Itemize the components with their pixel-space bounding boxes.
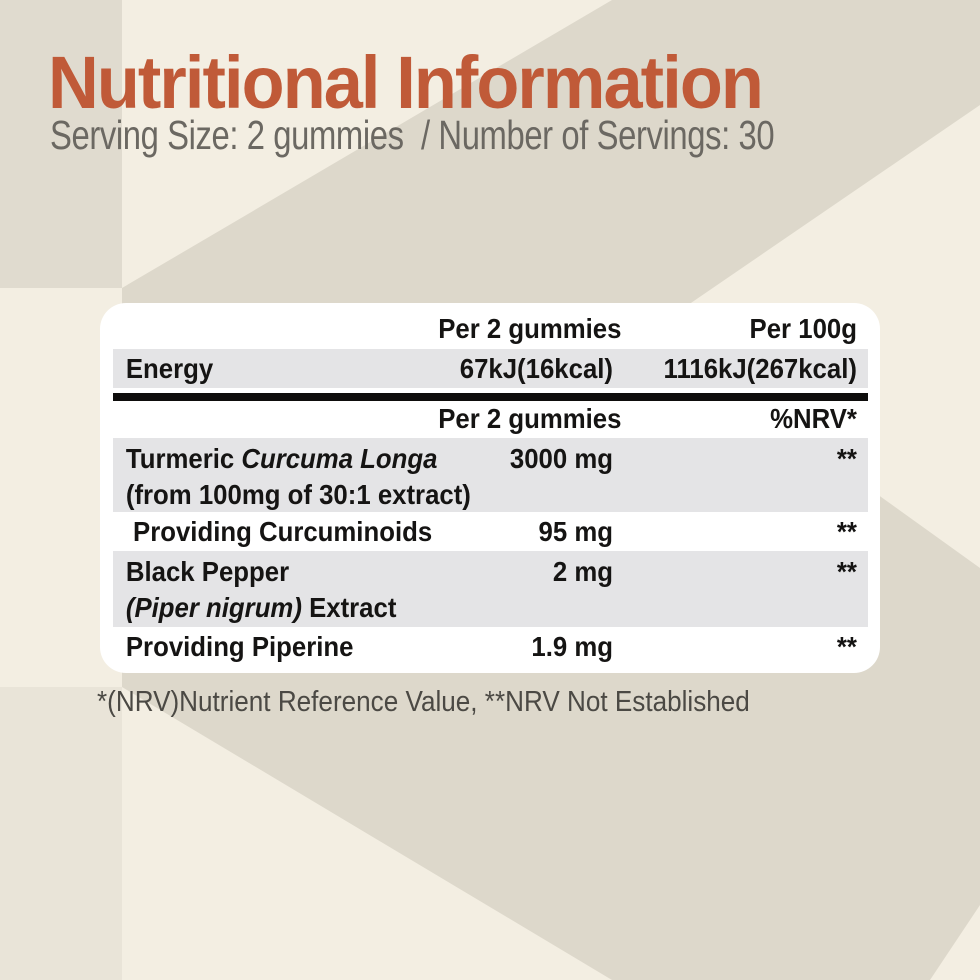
- black-pepper-amount: 2 mg: [552, 555, 613, 587]
- energy-label: Energy: [125, 352, 214, 384]
- per-100g-header: Per 100g: [749, 313, 857, 344]
- piperine-nrv: **: [836, 631, 857, 662]
- page-title: Nutritional Information: [48, 41, 764, 124]
- turmeric-amount: 3000 mg: [509, 442, 613, 474]
- piperine-label: Providing Piperine: [125, 631, 354, 662]
- nutrient-header-row: Per 2 gummies %NRV*: [113, 401, 868, 438]
- table-row-piperine: Providing Piperine 1.9 mg **: [113, 627, 868, 667]
- energy-per-serving-value: 67kJ(16kcal): [459, 352, 613, 384]
- curcuminoids-label: Providing Curcuminoids: [125, 515, 433, 547]
- black-pepper-extract-text: Extract: [301, 592, 397, 623]
- energy-per-100g-value: 1116kJ(267kcal): [663, 352, 857, 384]
- per-serving-header: Per 2 gummies: [438, 313, 622, 344]
- turmeric-latin-name: Curcuma Longa: [241, 442, 438, 474]
- energy-header-row: Per 2 gummies Per 100g: [113, 309, 868, 349]
- black-pepper-nrv: **: [836, 555, 857, 587]
- table-row-curcuminoids: Providing Curcuminoids 95 mg **: [113, 512, 868, 551]
- black-pepper-latin-line: (Piper nigrum) Extract: [113, 590, 808, 626]
- turmeric-label-text: Turmeric: [125, 442, 242, 474]
- curcuminoids-amount: 95 mg: [538, 515, 613, 547]
- left-strip-bottom: [0, 687, 122, 980]
- curcuminoids-nrv: **: [836, 515, 857, 547]
- nutrient-per-serving-header: Per 2 gummies: [438, 403, 622, 434]
- turmeric-extract-note: (from 100mg of 30:1 extract): [125, 479, 471, 510]
- black-pepper-latin-name: (Piper nigrum): [125, 592, 302, 623]
- left-strip-top: [0, 0, 122, 288]
- piperine-amount: 1.9 mg: [531, 631, 613, 662]
- nutrition-panel: Per 2 gummies Per 100g Energy 67kJ(16kca…: [100, 303, 880, 673]
- serving-info: Serving Size: 2 gummies / Number of Serv…: [50, 112, 775, 158]
- table-row-black-pepper: Black Pepper 2 mg ** (Piper nigrum) Extr…: [113, 551, 868, 627]
- table-row-energy: Energy 67kJ(16kcal) 1116kJ(267kcal): [113, 349, 868, 388]
- black-pepper-line1: Black Pepper 2 mg **: [113, 553, 868, 590]
- table-row-turmeric: Turmeric Curcuma Longa 3000 mg ** (from …: [113, 438, 868, 512]
- turmeric-line1: Turmeric Curcuma Longa 3000 mg **: [113, 440, 868, 477]
- black-pepper-label: Black Pepper: [125, 555, 290, 587]
- nrv-header: %NRV*: [770, 403, 857, 434]
- turmeric-label: Turmeric Curcuma Longa: [113, 442, 438, 475]
- section-divider: [113, 393, 868, 401]
- turmeric-nrv: **: [836, 442, 857, 474]
- nrv-footnote: *(NRV)Nutrient Reference Value, **NRV No…: [97, 686, 750, 718]
